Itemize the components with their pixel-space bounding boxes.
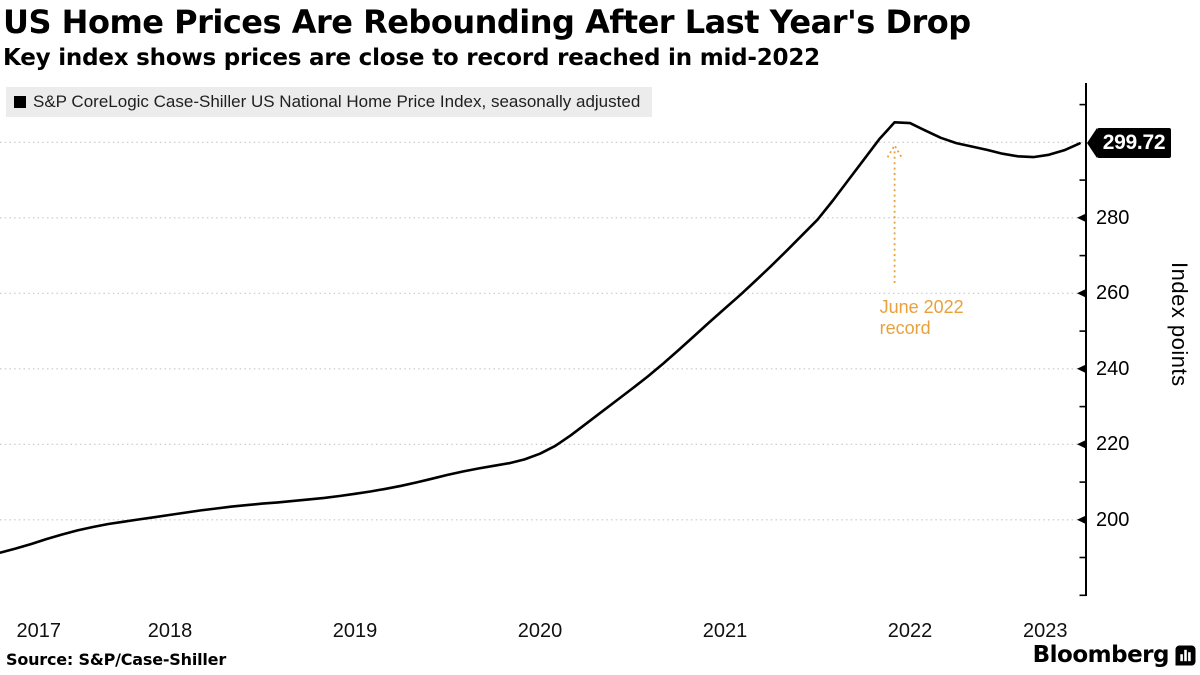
- annotation-arrow-head: [886, 143, 903, 158]
- annotation-june-2022-record: June 2022 record: [879, 297, 964, 338]
- bloomberg-wordmark: Bloomberg: [1032, 642, 1170, 668]
- bloomberg-terminal-icon: [1175, 645, 1196, 665]
- y-major-tick-280: [1077, 213, 1086, 223]
- y-axis-tick-label: 260: [1096, 282, 1130, 305]
- x-axis-year-label: 2020: [517, 620, 563, 642]
- legend-square-marker: [14, 96, 26, 108]
- bloomberg-logo: Bloomberg: [1033, 642, 1196, 668]
- y-axis-tick-label: 220: [1096, 433, 1130, 456]
- x-axis-year-label: 2023: [1023, 620, 1068, 642]
- x-axis-year-label: 2022: [887, 620, 933, 642]
- y-major-tick-260: [1077, 289, 1086, 298]
- page-subtitle: Key index shows prices are close to reco…: [3, 45, 820, 71]
- x-axis-year-label: 2018: [147, 620, 193, 642]
- x-axis-year-label: 2021: [702, 620, 748, 642]
- last-value-badge: 299.72: [1087, 128, 1171, 159]
- y-axis-tick-label: 200: [1096, 508, 1130, 531]
- legend: S&P CoreLogic Case-Shiller US National H…: [6, 87, 653, 117]
- source-credit: Source: S&P/Case-Shiller: [6, 650, 227, 669]
- y-major-tick-200: [1077, 515, 1086, 525]
- legend-label: S&P CoreLogic Case-Shiller US National H…: [33, 92, 641, 111]
- y-axis-title: Index points: [1167, 262, 1192, 387]
- y-major-tick-240: [1077, 364, 1086, 374]
- y-axis-tick-label: 240: [1096, 357, 1130, 380]
- y-axis-tick-label: 280: [1096, 206, 1130, 229]
- x-axis-year-label: 2017: [16, 620, 62, 642]
- page-title: US Home Prices Are Rebounding After Last…: [3, 3, 971, 41]
- price-series-line: [0, 121, 1081, 554]
- x-axis-year-label: 2019: [332, 620, 378, 642]
- y-major-tick-220: [1077, 440, 1086, 449]
